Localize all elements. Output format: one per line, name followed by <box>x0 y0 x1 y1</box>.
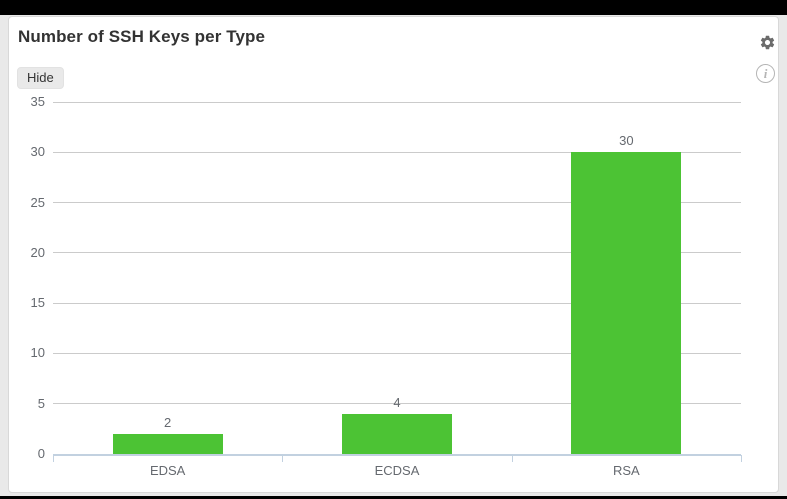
y-tick-label: 35 <box>30 94 45 109</box>
gear-icon[interactable] <box>759 34 776 51</box>
info-icon-glyph: i <box>763 65 768 81</box>
info-icon[interactable]: i <box>756 64 775 83</box>
bottom-black-bar <box>0 496 787 499</box>
x-category-label: EDSA <box>149 463 186 478</box>
x-axis-tick <box>53 455 54 462</box>
bar-value-label: 2 <box>164 414 172 430</box>
gridline <box>53 403 741 405</box>
y-tick-label: 10 <box>30 345 45 361</box>
x-axis-tick <box>282 455 284 462</box>
y-tick-label: 25 <box>30 194 45 210</box>
plot-area: 0 5 10 15 20 25 30 35 2 EDSA 4 ECDSA 30 RSA <box>9 17 778 492</box>
y-tick-label: 20 <box>30 244 45 260</box>
y-tick-label: 5 <box>37 395 45 411</box>
y-tick-label: 30 <box>30 144 45 160</box>
gridline <box>53 252 741 254</box>
chart-card: Number of SSH Keys per Type i Hide 0 5 10 1… <box>8 16 779 493</box>
bar-value-label: 4 <box>393 394 401 410</box>
bar-edsa[interactable] <box>112 433 223 454</box>
bar-ecdsa[interactable] <box>341 413 453 454</box>
y-tick-label: 0 <box>37 446 45 461</box>
hide-button[interactable]: Hide <box>17 67 64 89</box>
bar-value-label: 30 <box>619 133 634 149</box>
gridline <box>53 101 741 103</box>
x-axis-tick <box>741 455 742 462</box>
x-axis-tick <box>511 455 513 462</box>
gridline <box>53 202 741 204</box>
top-black-bar <box>0 0 787 15</box>
gridline <box>53 302 741 304</box>
gridline <box>53 352 741 354</box>
bar-rsa[interactable] <box>571 152 682 454</box>
x-category-label: ECDSA <box>374 463 420 478</box>
y-tick-label: 15 <box>30 295 45 311</box>
page-title: Number of SSH Keys per Type <box>18 27 266 46</box>
x-axis-line <box>53 454 741 456</box>
x-category-label: RSA <box>612 463 640 478</box>
gridline <box>53 151 741 153</box>
